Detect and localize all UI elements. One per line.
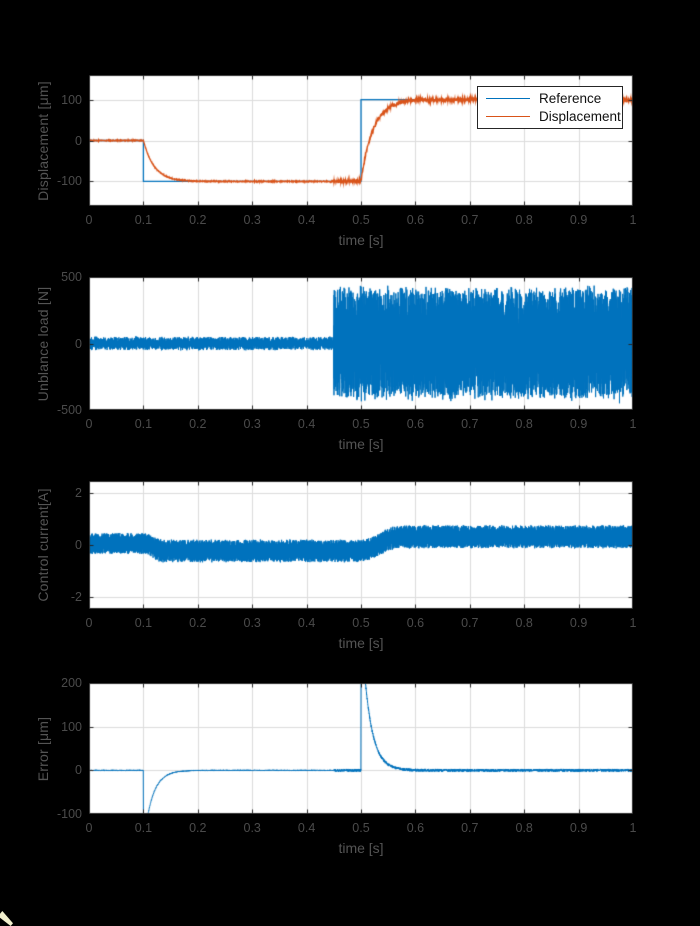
legend: Reference Displacement: [477, 86, 623, 129]
x-tick-label: 0.1: [134, 821, 153, 835]
x-tick-label: 0.9: [569, 417, 588, 431]
legend-label-reference: Reference: [539, 90, 602, 106]
x-tick-label: 0.6: [406, 417, 425, 431]
legend-line-sample-displacement: [486, 115, 530, 117]
x-tick-label: 0.6: [406, 213, 425, 227]
displacement-y-axis-label: Displacement [μm]: [35, 80, 51, 201]
x-tick-label: 0.5: [352, 213, 370, 227]
x-tick-label: 0.7: [461, 821, 479, 835]
x-tick-label: 0: [85, 821, 93, 835]
x-tick-label: 0.6: [406, 821, 425, 835]
x-tick-label: 0.2: [189, 213, 207, 227]
y-tick-label: 0: [75, 336, 82, 351]
x-tick-label: 0.4: [297, 616, 316, 630]
x-tick-label: 1: [629, 417, 637, 431]
x-tick-label: 0.5: [352, 616, 370, 630]
x-tick-label: 0.9: [569, 616, 588, 630]
x-tick-label: 0.1: [134, 417, 153, 431]
x-tick-label: 0.9: [569, 821, 588, 835]
x-tick-label: 0.5: [352, 821, 370, 835]
legend-label-displacement: Displacement: [539, 108, 621, 124]
x-tick-label: 0.1: [134, 616, 153, 630]
subplot-unbalance-load: Unblance load [N] -500 0 500 0 0.1 0.2 0.3 0.4…: [35, 270, 636, 452]
y-tick-label: 0: [75, 763, 82, 778]
x-tick-label: 1: [629, 821, 637, 835]
x-tick-label: 0.7: [461, 417, 479, 431]
y-tick-label: -500: [56, 403, 82, 417]
x-tick-label: 0.8: [515, 616, 533, 630]
y-tick-label: 0: [75, 133, 82, 148]
x-tick-label: 0.8: [515, 213, 533, 227]
x-tick-label: 0: [85, 616, 93, 630]
x-tick-label: 0.3: [243, 213, 261, 227]
x-tick-label: 0.2: [189, 821, 207, 835]
x-tick-label: 0.3: [243, 616, 261, 630]
displacement-x-axis-label: time [s]: [338, 232, 384, 248]
x-tick-label: 1: [629, 616, 637, 630]
mouse-cursor-artifact: [0, 911, 13, 926]
x-tick-label: 0.8: [515, 417, 533, 431]
y-tick-label: 2: [75, 485, 82, 500]
x-tick-label: 0: [85, 213, 93, 227]
x-tick-label: 0.7: [461, 213, 479, 227]
x-tick-label: 1: [629, 213, 637, 227]
error-plot-canvas: [89, 683, 633, 814]
error-x-axis-label: time [s]: [338, 840, 384, 856]
x-tick-label: 0.7: [461, 616, 479, 630]
x-tick-label: 0.8: [515, 821, 533, 835]
legend-item-reference: Reference: [486, 90, 616, 106]
y-tick-label: -100: [56, 174, 82, 189]
x-tick-label: 0.4: [297, 417, 316, 431]
error-y-axis-label: Error [μm]: [35, 716, 51, 781]
x-tick-label: 0.2: [189, 616, 207, 630]
unbalance-load-plot-canvas: [89, 277, 633, 410]
control-current-y-axis-label: Control current[A]: [35, 488, 51, 602]
x-tick-label: 0.9: [569, 213, 588, 227]
legend-line-sample-reference: [486, 97, 530, 99]
x-tick-label: 0.4: [297, 213, 316, 227]
x-tick-label: 0.1: [134, 213, 153, 227]
y-tick-label: 200: [61, 676, 82, 690]
unbalance-load-y-axis-label: Unblance load [N]: [35, 286, 51, 401]
x-tick-label: 0.4: [297, 821, 316, 835]
y-tick-label: 100: [61, 92, 82, 107]
x-tick-label: 0.3: [243, 821, 261, 835]
x-tick-label: 0.3: [243, 417, 261, 431]
y-tick-label: -2: [70, 590, 82, 605]
legend-item-displacement: Displacement: [486, 108, 621, 124]
y-tick-label: 0: [75, 538, 82, 552]
subplot-displacement: Displacement [μm] -100 0 100 0 0.1 0.2 0.3 0.4…: [35, 75, 636, 248]
x-tick-label: 0: [85, 417, 93, 431]
x-tick-label: 0.2: [189, 417, 207, 431]
x-tick-label: 0.5: [352, 417, 370, 431]
control-current-x-axis-label: time [s]: [338, 635, 384, 651]
control-current-plot-canvas: [89, 481, 633, 609]
y-tick-label: 100: [61, 719, 82, 734]
y-tick-label: 500: [61, 270, 82, 284]
unbalance-load-x-axis-label: time [s]: [338, 436, 384, 452]
x-tick-label: 0.6: [406, 616, 425, 630]
y-tick-label: -100: [56, 807, 82, 821]
subplot-error: Error [μm] -100 0 100 200 0 0.1 0.2 0.3 0.4 0.5 0…: [35, 676, 636, 856]
subplot-control-current: Control current[A] -2 0 2 0 0.1 0.2 0.3 0.4 0.5…: [35, 481, 636, 651]
